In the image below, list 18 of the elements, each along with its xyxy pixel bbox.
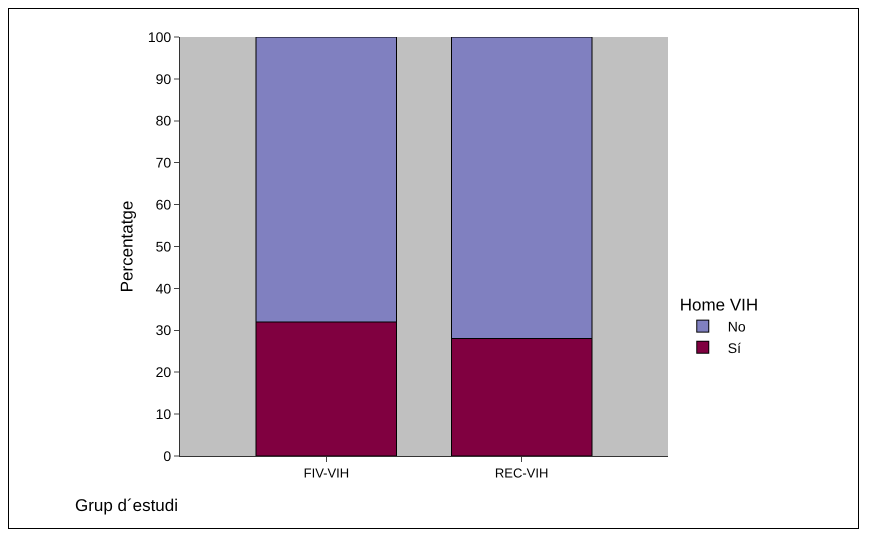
y-tick-label: 70 (156, 154, 172, 171)
y-tick-label: 30 (156, 322, 172, 338)
x-axis-title: Grup d´estudi (75, 496, 178, 515)
y-tick-label: 100 (148, 28, 172, 45)
x-tick-label: FIV-VIH (304, 466, 350, 481)
y-axis-title: Percentatge (117, 200, 136, 292)
y-tick-label: 40 (156, 280, 172, 296)
y-tick-label: 90 (156, 70, 172, 87)
legend-label: Sí (728, 340, 742, 356)
y-tick-label: 50 (156, 238, 172, 254)
y-tick-label: 10 (156, 406, 172, 422)
y-tick-label: 80 (156, 112, 172, 129)
legend-label: No (728, 318, 746, 335)
legend-title: Home VIH (680, 296, 758, 314)
x-tick-label: REC-VIH (494, 466, 548, 481)
y-tick-label: 20 (156, 364, 172, 380)
y-tick-label: 0 (163, 448, 172, 464)
y-tick-label: 60 (156, 196, 172, 212)
